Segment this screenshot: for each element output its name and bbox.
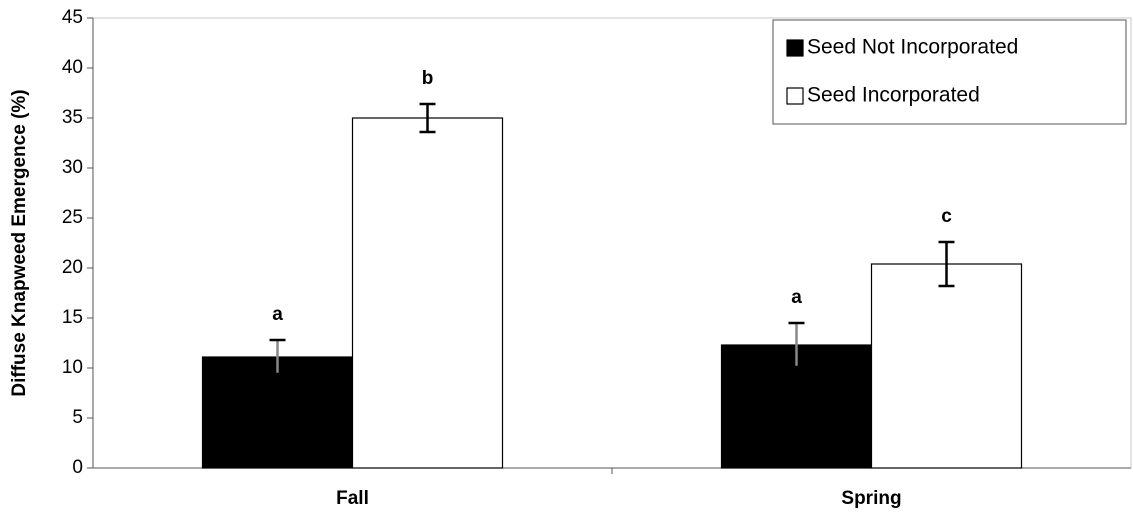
significance-letter: a: [272, 304, 283, 325]
x-tick-label: Fall: [336, 488, 369, 509]
y-tick-label: 45: [62, 7, 83, 28]
y-tick-label: 20: [62, 257, 83, 278]
y-tick-label: 35: [62, 107, 83, 128]
y-tick-label: 30: [62, 157, 83, 178]
y-tick-label: 0: [72, 457, 83, 478]
y-axis-label: Diffuse Knapweed Emergence (%): [9, 89, 30, 396]
error-bar: [938, 240, 955, 288]
bar: [720, 344, 873, 469]
legend-label: Seed Not Incorporated: [807, 36, 1018, 59]
y-tick-label: 40: [62, 57, 83, 78]
legend-box: [772, 19, 1127, 125]
y-tick-label: 10: [62, 357, 83, 378]
significance-letter: b: [422, 68, 434, 89]
error-bar: [269, 338, 286, 376]
y-tick-label: 25: [62, 207, 83, 228]
x-tick-label: Spring: [841, 488, 901, 509]
legend-swatch: [786, 39, 804, 57]
error-bar: [788, 321, 805, 369]
bar: [201, 356, 354, 469]
bar: [351, 117, 504, 469]
legend-swatch: [786, 87, 804, 105]
bar: [870, 263, 1023, 469]
significance-letter: c: [941, 206, 952, 227]
y-tick-label: 5: [72, 407, 83, 428]
legend-label: Seed Incorporated: [807, 84, 980, 107]
y-tick-label: 15: [62, 307, 83, 328]
error-bar: [419, 102, 436, 134]
significance-letter: a: [791, 287, 802, 308]
